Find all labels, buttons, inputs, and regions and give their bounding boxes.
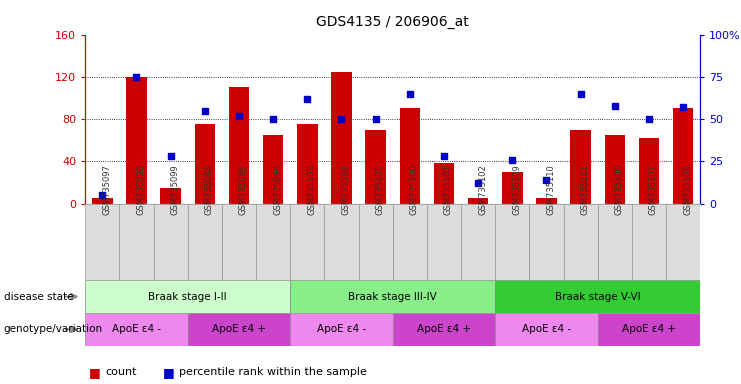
- Point: [540, 177, 552, 183]
- Bar: [290, 313, 393, 346]
- Bar: [564, 204, 598, 280]
- Text: GSM735104: GSM735104: [342, 164, 350, 215]
- Text: percentile rank within the sample: percentile rank within the sample: [179, 367, 368, 377]
- Bar: [187, 313, 290, 346]
- Text: GSM735099: GSM735099: [170, 164, 179, 215]
- Bar: [495, 280, 700, 313]
- Bar: [393, 313, 495, 346]
- Bar: [92, 198, 113, 204]
- Bar: [571, 130, 591, 204]
- Text: ApoE ε4 -: ApoE ε4 -: [317, 324, 366, 334]
- Text: GSM735105: GSM735105: [376, 164, 385, 215]
- Bar: [263, 135, 283, 204]
- Point: [643, 116, 655, 122]
- Text: GSM735100: GSM735100: [410, 164, 419, 215]
- Text: ApoE ε4 +: ApoE ε4 +: [212, 324, 266, 334]
- Bar: [433, 164, 454, 204]
- Bar: [495, 313, 598, 346]
- Bar: [256, 204, 290, 280]
- Bar: [222, 204, 256, 280]
- Point: [677, 104, 689, 110]
- Bar: [393, 204, 427, 280]
- Text: GSM735095: GSM735095: [239, 164, 248, 215]
- Bar: [126, 77, 147, 204]
- Bar: [605, 135, 625, 204]
- Text: ApoE ε4 +: ApoE ε4 +: [622, 324, 676, 334]
- Bar: [85, 280, 290, 313]
- Point: [268, 116, 279, 122]
- Bar: [529, 204, 564, 280]
- Text: ApoE ε4 +: ApoE ε4 +: [417, 324, 471, 334]
- Text: GSM735108: GSM735108: [683, 164, 692, 215]
- Point: [165, 153, 176, 159]
- Text: ■: ■: [89, 366, 101, 379]
- Bar: [153, 204, 187, 280]
- Text: GSM735097: GSM735097: [102, 164, 111, 215]
- Text: GSM735103: GSM735103: [308, 164, 316, 215]
- Text: GSM735098: GSM735098: [136, 164, 145, 215]
- Bar: [187, 204, 222, 280]
- Bar: [502, 172, 522, 204]
- Bar: [673, 109, 694, 204]
- Bar: [331, 71, 352, 204]
- Point: [233, 113, 245, 119]
- Text: GSM735102: GSM735102: [478, 164, 487, 215]
- Point: [336, 116, 348, 122]
- Text: Braak stage I-II: Braak stage I-II: [148, 291, 227, 302]
- Text: ApoE ε4 -: ApoE ε4 -: [522, 324, 571, 334]
- Bar: [229, 88, 249, 204]
- Text: GDS4135 / 206906_at: GDS4135 / 206906_at: [316, 15, 469, 29]
- Point: [302, 96, 313, 102]
- Bar: [598, 204, 632, 280]
- Point: [609, 103, 621, 109]
- Bar: [290, 280, 495, 313]
- Bar: [290, 204, 325, 280]
- Bar: [297, 124, 318, 204]
- Bar: [85, 313, 187, 346]
- Bar: [85, 204, 119, 280]
- Text: GSM735107: GSM735107: [649, 164, 658, 215]
- Text: ApoE ε4 -: ApoE ε4 -: [112, 324, 161, 334]
- Bar: [598, 313, 700, 346]
- Point: [199, 108, 210, 114]
- Bar: [536, 198, 556, 204]
- Point: [575, 91, 587, 97]
- Text: GSM735110: GSM735110: [546, 164, 556, 215]
- Bar: [639, 138, 659, 204]
- Text: Braak stage V-VI: Braak stage V-VI: [555, 291, 640, 302]
- Text: GSM735096: GSM735096: [273, 164, 282, 215]
- Bar: [160, 188, 181, 204]
- Point: [96, 192, 108, 198]
- Point: [370, 116, 382, 122]
- Point: [472, 180, 484, 186]
- Point: [506, 157, 518, 163]
- Bar: [119, 204, 153, 280]
- Text: count: count: [105, 367, 137, 377]
- Text: GSM735101: GSM735101: [444, 164, 453, 215]
- Text: Braak stage III-IV: Braak stage III-IV: [348, 291, 437, 302]
- Bar: [461, 204, 495, 280]
- Bar: [365, 130, 386, 204]
- Bar: [399, 109, 420, 204]
- Bar: [632, 204, 666, 280]
- Text: GSM735094: GSM735094: [205, 164, 214, 215]
- Text: GSM735109: GSM735109: [512, 164, 522, 215]
- Bar: [495, 204, 529, 280]
- Bar: [195, 124, 215, 204]
- Bar: [325, 204, 359, 280]
- Bar: [359, 204, 393, 280]
- Bar: [427, 204, 461, 280]
- Text: ■: ■: [163, 366, 175, 379]
- Point: [130, 74, 142, 80]
- Point: [438, 153, 450, 159]
- Text: genotype/variation: genotype/variation: [4, 324, 103, 334]
- Text: GSM735111: GSM735111: [581, 164, 590, 215]
- Text: disease state: disease state: [4, 291, 73, 302]
- Text: GSM735106: GSM735106: [615, 164, 624, 215]
- Point: [404, 91, 416, 97]
- Bar: [468, 198, 488, 204]
- Bar: [666, 204, 700, 280]
